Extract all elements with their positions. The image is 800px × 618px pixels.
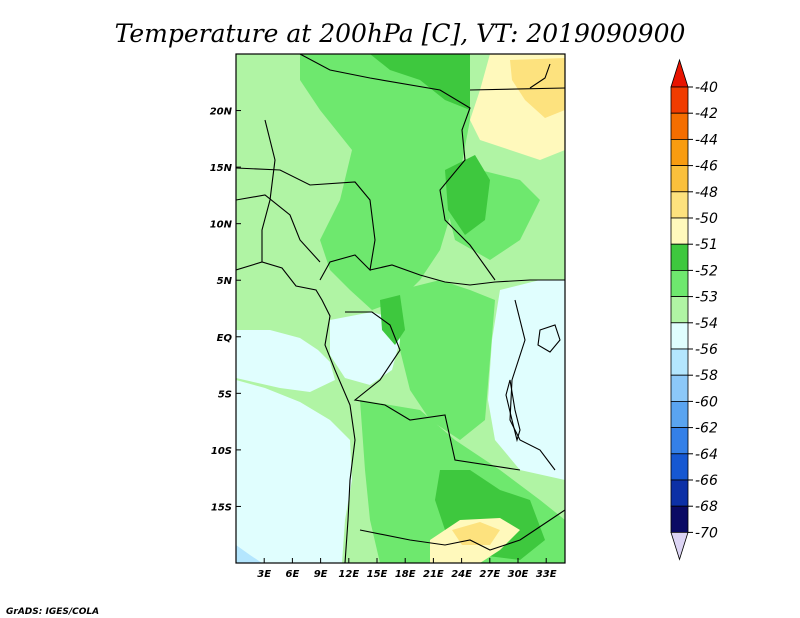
boundary-congo bbox=[345, 311, 521, 471]
colorbar-swatch bbox=[670, 269, 689, 297]
lon-tick-label: 9E bbox=[314, 569, 328, 580]
colorbar-swatch bbox=[670, 191, 689, 219]
colorbar-swatch bbox=[670, 296, 689, 324]
colorbar-swatch bbox=[670, 165, 689, 193]
boundary-west-ne bbox=[261, 119, 276, 262]
coastline-west bbox=[236, 261, 356, 563]
map-frame bbox=[235, 53, 566, 564]
colorbar-swatch bbox=[670, 86, 689, 114]
colorbar-swatch bbox=[670, 427, 689, 455]
map-area bbox=[236, 54, 565, 563]
colorbar-label: -44 bbox=[695, 132, 718, 148]
lon-tick-label: 15E bbox=[367, 569, 388, 580]
yellow-field-south bbox=[452, 522, 500, 545]
lat-tick-label: 10N bbox=[210, 220, 233, 231]
lat-tick-label: 15S bbox=[211, 502, 232, 513]
colorbar-swatch bbox=[670, 505, 689, 533]
gulf-field bbox=[236, 330, 335, 392]
colorbar-label: -58 bbox=[695, 368, 718, 384]
lon-tick-group: 3E 6E 9E 12E 15E 18E 21E 24E 27E 30E 33E bbox=[257, 558, 557, 580]
colorbar-label: -62 bbox=[695, 421, 718, 437]
colorbar-label: -50 bbox=[695, 211, 718, 227]
colorbar: -40 -42 -44 -46 -48 -50 -51 -52 -53 -54 -56 -58 -60 -… bbox=[670, 58, 718, 561]
atlantic-ocean-field bbox=[236, 380, 352, 563]
colorbar-swatch bbox=[670, 374, 689, 402]
green-dark-field-east bbox=[445, 155, 490, 235]
colorbar-swatch bbox=[670, 217, 689, 245]
colorbar-swatch bbox=[670, 400, 689, 428]
lon-tick-label: 6E bbox=[286, 569, 300, 580]
credit-label: GrADS: IGES/COLA bbox=[6, 607, 99, 617]
blue-field-southwest bbox=[236, 545, 262, 563]
lon-tick-label: 27E bbox=[479, 569, 500, 580]
boundary-redsea bbox=[529, 63, 551, 89]
boundary-east bbox=[509, 299, 556, 471]
lon-tick-label: 12E bbox=[338, 569, 359, 580]
colorbar-label: -56 bbox=[695, 342, 718, 358]
yellow-field-northeast bbox=[510, 58, 565, 118]
lon-tick-label: 18E bbox=[395, 569, 416, 580]
colorbar-label: -60 bbox=[695, 394, 718, 410]
colorbar-swatch bbox=[670, 453, 689, 481]
lat-tick-group: 20N 15N 10N 5N EQ 5S 10S 15S bbox=[210, 107, 241, 513]
colorbar-label: -42 bbox=[695, 106, 718, 122]
colorbar-label: -64 bbox=[695, 447, 718, 463]
colorbar-label: -48 bbox=[695, 185, 718, 201]
colorbar-swatch bbox=[670, 138, 689, 166]
boundary-south bbox=[359, 509, 565, 551]
lat-tick-label: 15N bbox=[210, 163, 233, 174]
boundary-center bbox=[236, 167, 376, 281]
lon-tick-label: 33E bbox=[536, 569, 557, 580]
colorbar-swatch bbox=[670, 322, 689, 350]
colorbar-over-triangle bbox=[670, 58, 689, 88]
colorbar-label: -52 bbox=[695, 263, 718, 279]
colorbar-swatch bbox=[670, 112, 689, 140]
east-africa-pale-field bbox=[488, 280, 565, 480]
green-mid-field-north bbox=[300, 54, 470, 310]
colorbar-label: -54 bbox=[695, 316, 718, 332]
colorbar-label: -46 bbox=[695, 159, 718, 175]
colorbar-swatch bbox=[670, 243, 689, 271]
lat-tick-label: EQ bbox=[217, 333, 233, 344]
lat-tick-label: 20N bbox=[210, 107, 233, 118]
boundary-sudan bbox=[469, 87, 565, 91]
colorbar-under-triangle bbox=[670, 532, 689, 561]
lon-tick-label: 21E bbox=[423, 569, 444, 580]
lat-tick-label: 5S bbox=[218, 389, 232, 400]
colorbar-swatch bbox=[670, 479, 689, 507]
lat-tick-label: 5N bbox=[217, 276, 233, 287]
boundary-nigeria bbox=[236, 194, 321, 263]
green-dark-field-north bbox=[370, 54, 470, 110]
boundary-car bbox=[369, 264, 565, 286]
boundary-north bbox=[299, 54, 496, 281]
lake-victoria bbox=[537, 324, 561, 353]
colorbar-label: -51 bbox=[695, 237, 718, 253]
colorbar-label: -66 bbox=[695, 473, 718, 489]
colorbar-swatch bbox=[670, 348, 689, 376]
green-mid-field-center bbox=[400, 280, 495, 440]
lon-tick-label: 30E bbox=[508, 569, 529, 580]
green-dark-field-center bbox=[380, 295, 405, 345]
lon-tick-label: 3E bbox=[257, 569, 271, 580]
lat-tick-label: 10S bbox=[211, 446, 232, 457]
colorbar-label: -53 bbox=[695, 290, 718, 306]
colorbar-label: -68 bbox=[695, 499, 718, 515]
colorbar-label: -70 bbox=[695, 525, 718, 541]
figure-title: Temperature at 200hPa [C], VT: 201909090… bbox=[115, 19, 686, 48]
boundaries bbox=[236, 54, 565, 563]
lake-tanganyika bbox=[505, 379, 521, 443]
colorbar-label: -40 bbox=[695, 80, 718, 96]
lon-tick-label: 24E bbox=[451, 569, 472, 580]
